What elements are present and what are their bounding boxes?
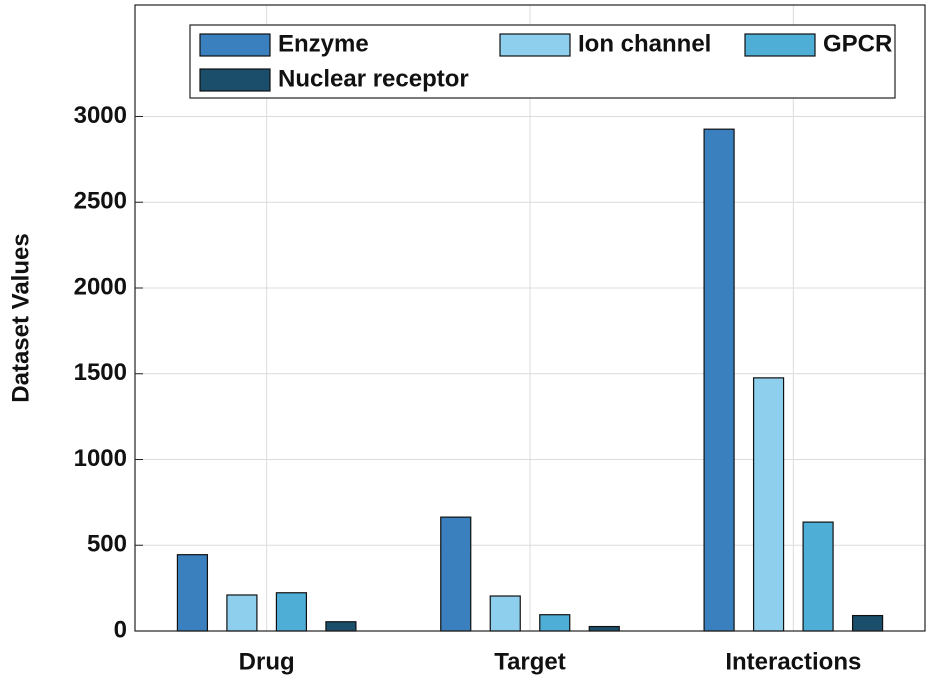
bar: [275, 592, 308, 632]
x-tick-label: Drug: [239, 648, 295, 675]
bar: [703, 128, 735, 632]
bar: [325, 621, 357, 632]
y-tick-label: 1000: [74, 445, 127, 472]
bar: [539, 614, 571, 632]
bar: [851, 614, 884, 632]
legend-label: GPCR: [823, 30, 892, 57]
legend-swatch: [199, 33, 271, 57]
bar: [588, 625, 620, 632]
y-tick-label: 0: [114, 616, 127, 643]
y-tick-label: 1500: [74, 359, 127, 386]
legend-swatch: [199, 68, 271, 92]
bar: [440, 516, 472, 632]
y-tick-label: 2000: [74, 273, 127, 300]
y-axis-label: Dataset Values: [7, 233, 34, 402]
bar: [176, 554, 209, 632]
y-tick-label: 3000: [74, 102, 127, 129]
legend-swatch: [744, 33, 816, 57]
y-tick-label: 2500: [74, 188, 127, 215]
x-tick-label: Target: [494, 648, 566, 675]
bar: [226, 594, 258, 632]
legend-label: Enzyme: [278, 30, 369, 57]
legend-label: Ion channel: [578, 30, 711, 57]
legend-label: Nuclear receptor: [278, 65, 469, 92]
bar: [489, 595, 521, 632]
bar: [752, 377, 785, 632]
y-tick-label: 500: [87, 531, 127, 558]
x-tick-label: Interactions: [725, 648, 861, 675]
bar: [802, 521, 834, 632]
legend-swatch: [499, 33, 571, 57]
plot-frame: [134, 4, 926, 632]
